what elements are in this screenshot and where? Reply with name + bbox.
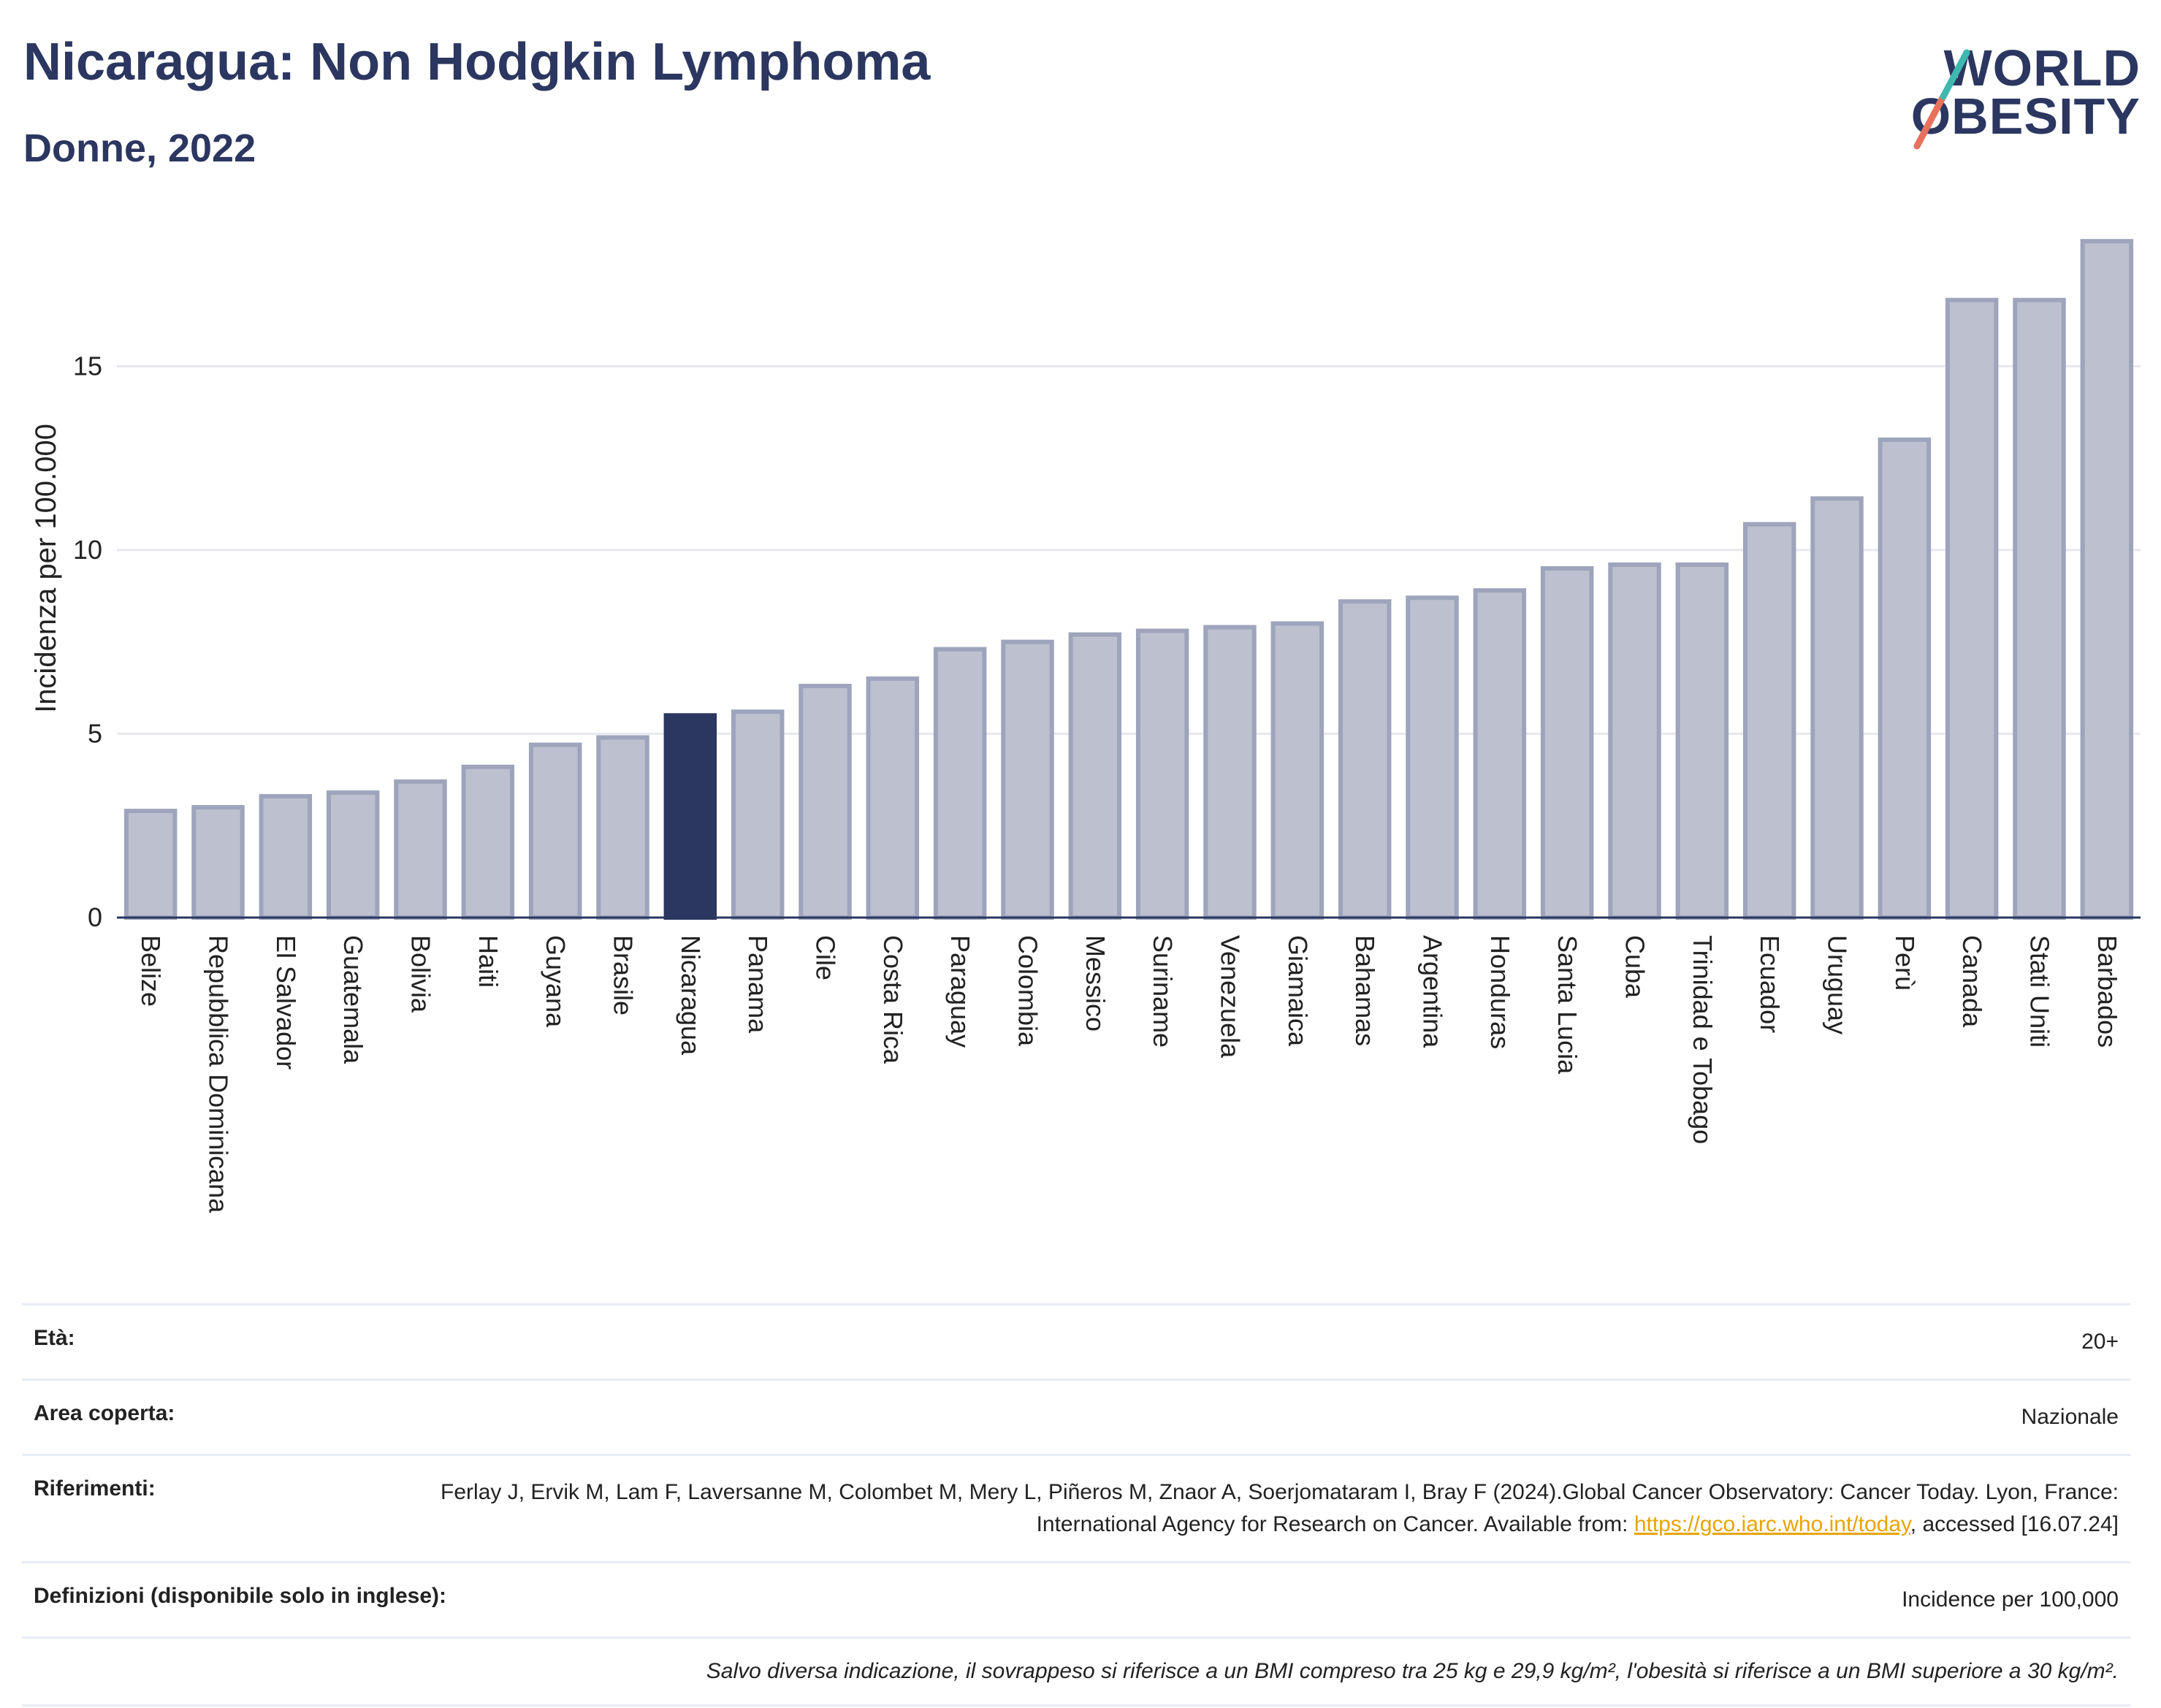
references-value: Ferlay J, Ervik M, Lam F, Laversanne M, … [402,1476,2119,1541]
references-accessed: , accessed [16.07.24] [1910,1512,2119,1536]
bar-19 [1406,595,1459,920]
bar-9 [731,709,785,920]
category-label-23: Trinidad e Tobago [1688,935,1718,1144]
bar-22 [1608,562,1661,920]
category-label-21: Santa Lucia [1552,935,1582,1075]
bar-13 [1001,639,1054,920]
bar-10 [799,684,852,920]
bar-7 [596,735,649,920]
info-table: Età: 20+ Area coperta: Nazionale Riferim… [22,1303,2130,1707]
bar-chart: 0 5 10 15 Incidenza per 100.000 Belize Repubbl… [30,239,2141,1213]
page-title: Nicaragua: Non Hodgkin Lymphoma [23,33,931,91]
bar-23 [1675,562,1729,920]
bar-4 [394,779,447,920]
age-value: 20+ [2081,1330,2119,1354]
bar-29 [2080,239,2134,920]
info-row-references: Riferimenti: Ferlay J, Ervik M, Lam F, L… [22,1454,2130,1561]
category-label-26: Perù [1890,935,1920,991]
footnote: Salvo diversa indicazione, il sovrappeso… [22,1636,2130,1707]
bar-26 [1878,437,1932,920]
category-label-15: Suriname [1148,935,1178,1048]
category-label-9: Panama [743,935,773,1034]
category-label-12: Paraguay [945,935,975,1048]
bar-5 [461,764,515,920]
category-label-18: Bahamas [1350,935,1380,1046]
category-label-2: El Salvador [271,935,301,1070]
logo-line-2: OBESITY [1910,88,2141,145]
y-tick-label: 0 [88,902,102,932]
category-label-11: Costa Rica [878,935,908,1064]
category-label-1: Repubblica Dominicana [204,935,234,1213]
category-label-10: Cile [811,935,841,980]
definitions-label: Definizioni (disponibile solo in inglese… [34,1584,447,1608]
y-tick-label: 15 [73,351,102,381]
y-axis-title: Incidenza per 100.000 [30,424,62,713]
category-label-20: Honduras [1485,935,1515,1049]
bar-12 [933,647,987,920]
bar-1 [191,805,245,920]
bar-15 [1135,628,1189,920]
info-row-definitions: Definizioni (disponibile solo in inglese… [22,1561,2130,1636]
bar-16 [1203,625,1257,920]
category-label-17: Giamaica [1283,935,1313,1047]
category-label-29: Barbados [2092,935,2122,1048]
references-text: Ferlay J, Ervik M, Lam F, Laversanne M, … [441,1480,2119,1536]
bar-24 [1742,522,1796,920]
bar-18 [1338,599,1392,920]
bar-25 [1810,496,1864,920]
definitions-value: Incidence per 100,000 [1902,1587,2119,1612]
category-label-13: Colombia [1013,935,1043,1047]
world-obesity-logo: WORLD OBESITY [1907,38,2141,155]
category-label-19: Argentina [1418,935,1448,1048]
category-label-5: Haiti [473,935,503,988]
category-label-6: Guyana [541,935,571,1028]
bar-8 [663,713,717,920]
y-tick-label: 5 [88,718,102,748]
age-label: Età: [34,1326,75,1350]
bar-6 [528,742,582,920]
references-label: Riferimenti: [34,1476,156,1501]
category-label-22: Cuba [1620,935,1650,999]
bar-14 [1068,632,1122,920]
category-label-24: Ecuador [1755,935,1785,1033]
category-label-4: Bolivia [406,935,436,1013]
category-label-7: Brasile [609,935,639,1015]
page-subtitle: Donne, 2022 [23,126,256,170]
category-label-28: Stati Uniti [2025,935,2055,1048]
bar-27 [1945,297,1999,920]
bar-11 [866,676,920,920]
category-label-27: Canada [1957,935,1987,1028]
category-label-14: Messico [1080,935,1110,1032]
logo-slash-icon [1913,49,1970,150]
bar-2 [259,793,313,920]
category-label-3: Guatemala [338,935,368,1064]
area-value: Nazionale [2021,1405,2119,1429]
bar-0 [123,809,178,920]
category-label-16: Venezuela [1216,935,1246,1059]
area-label: Area coperta: [34,1401,175,1425]
y-tick-label: 10 [73,535,102,565]
category-label-0: Belize [136,935,166,1007]
info-row-area: Area coperta: Nazionale [22,1379,2130,1454]
bar-20 [1473,588,1527,920]
bar-28 [2013,297,2066,920]
bar-3 [326,790,380,920]
bar-21 [1540,566,1594,920]
category-label-8: Nicaragua [676,935,706,1056]
category-label-25: Uruguay [1823,935,1853,1034]
bar-17 [1270,621,1325,920]
info-row-age: Età: 20+ [22,1303,2130,1379]
references-link[interactable]: https://gco.iarc.who.int/today [1634,1512,1910,1536]
logo-line-1: WORLD [1943,39,2141,96]
